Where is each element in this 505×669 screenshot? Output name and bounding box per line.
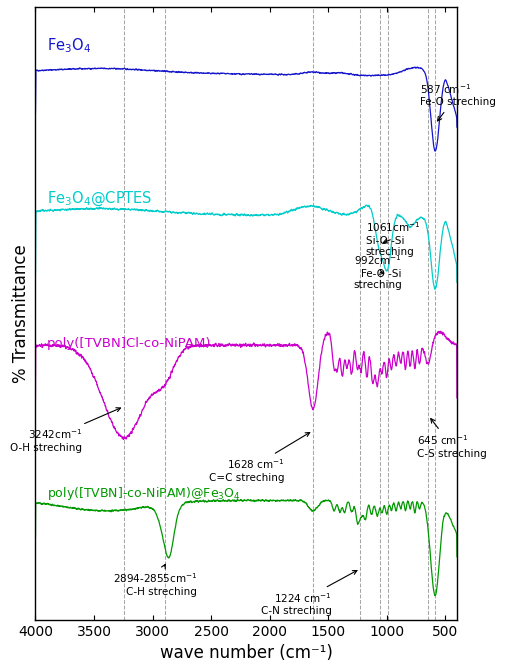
Text: 1061cm$^{-1}$
Si-O -Si
streching: 1061cm$^{-1}$ Si-O -Si streching bbox=[366, 220, 420, 257]
Text: 587 cm$^{-1}$
Fe-O streching: 587 cm$^{-1}$ Fe-O streching bbox=[420, 82, 495, 121]
Text: 3242cm$^{-1}$
O-H streching: 3242cm$^{-1}$ O-H streching bbox=[10, 407, 121, 453]
Text: 2894-2855cm$^{-1}$
C-H streching: 2894-2855cm$^{-1}$ C-H streching bbox=[113, 565, 197, 597]
Text: poly([TVBN]Cl-co-NiPAM): poly([TVBN]Cl-co-NiPAM) bbox=[47, 337, 212, 350]
Text: 992cm$^{-1}$
Fe-O -Si
streching: 992cm$^{-1}$ Fe-O -Si streching bbox=[353, 254, 402, 290]
X-axis label: wave number (cm⁻¹): wave number (cm⁻¹) bbox=[160, 644, 333, 662]
Text: Fe$_3$O$_4$@CPTES: Fe$_3$O$_4$@CPTES bbox=[47, 190, 153, 208]
Y-axis label: % Transmittance: % Transmittance bbox=[12, 244, 30, 383]
Text: 1224 cm$^{-1}$
C-N streching: 1224 cm$^{-1}$ C-N streching bbox=[261, 571, 357, 616]
Text: poly([TVBN]-co-NiPAM)@Fe$_3$O$_4$: poly([TVBN]-co-NiPAM)@Fe$_3$O$_4$ bbox=[47, 485, 241, 502]
Text: 645 cm$^{-1}$
C-S streching: 645 cm$^{-1}$ C-S streching bbox=[417, 419, 487, 459]
Text: 1628 cm$^{-1}$
C=C streching: 1628 cm$^{-1}$ C=C streching bbox=[210, 432, 310, 483]
Text: Fe$_3$O$_4$: Fe$_3$O$_4$ bbox=[47, 37, 91, 56]
